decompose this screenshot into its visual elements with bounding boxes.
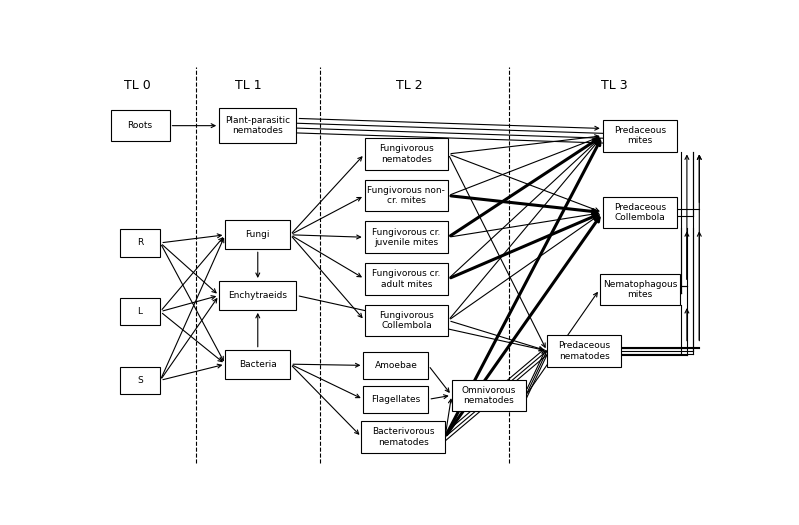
FancyBboxPatch shape — [120, 229, 161, 257]
FancyBboxPatch shape — [120, 366, 161, 394]
Text: TL 1: TL 1 — [235, 79, 262, 92]
Text: Fungivorous
nematodes: Fungivorous nematodes — [379, 144, 434, 164]
Text: Roots: Roots — [128, 121, 153, 130]
FancyBboxPatch shape — [599, 274, 680, 305]
FancyBboxPatch shape — [602, 120, 677, 152]
Text: Nematophagous
mites: Nematophagous mites — [602, 280, 677, 299]
FancyBboxPatch shape — [364, 138, 448, 170]
FancyBboxPatch shape — [602, 197, 677, 228]
Text: TL 3: TL 3 — [601, 79, 627, 92]
Text: Predaceous
Collembola: Predaceous Collembola — [614, 203, 666, 222]
FancyBboxPatch shape — [225, 220, 290, 249]
FancyBboxPatch shape — [219, 281, 296, 310]
FancyBboxPatch shape — [364, 263, 448, 295]
FancyBboxPatch shape — [364, 222, 448, 253]
FancyBboxPatch shape — [364, 180, 448, 212]
FancyBboxPatch shape — [219, 109, 296, 143]
Text: Amoebae: Amoebae — [375, 361, 417, 370]
Text: Enchytraeids: Enchytraeids — [229, 291, 288, 300]
Text: Predaceous
mites: Predaceous mites — [614, 126, 666, 145]
Text: Fungivorous
Collembola: Fungivorous Collembola — [379, 311, 434, 330]
Text: R: R — [137, 238, 143, 247]
Text: L: L — [137, 307, 143, 316]
Text: Omnivorous
nematodes: Omnivorous nematodes — [462, 385, 516, 405]
Text: Fungivorous non-
cr. mites: Fungivorous non- cr. mites — [368, 186, 445, 205]
FancyBboxPatch shape — [120, 298, 161, 326]
FancyBboxPatch shape — [225, 350, 290, 379]
FancyBboxPatch shape — [111, 110, 169, 141]
FancyBboxPatch shape — [547, 335, 622, 366]
Text: Predaceous
nematodes: Predaceous nematodes — [558, 341, 610, 361]
FancyBboxPatch shape — [451, 380, 526, 411]
Text: Fungivorous cr.
juvenile mites: Fungivorous cr. juvenile mites — [372, 227, 440, 247]
Text: Flagellates: Flagellates — [372, 395, 420, 404]
Text: Bacterivorous
nematodes: Bacterivorous nematodes — [372, 427, 435, 447]
Text: Bacteria: Bacteria — [239, 360, 276, 369]
Text: Plant-parasitic
nematodes: Plant-parasitic nematodes — [225, 116, 290, 135]
Text: TL 0: TL 0 — [124, 79, 150, 92]
FancyBboxPatch shape — [361, 421, 445, 453]
FancyBboxPatch shape — [364, 304, 448, 337]
Text: TL 2: TL 2 — [396, 79, 423, 92]
Text: S: S — [137, 376, 143, 385]
FancyBboxPatch shape — [364, 352, 428, 379]
FancyBboxPatch shape — [364, 385, 428, 413]
Text: Fungi: Fungi — [245, 230, 270, 239]
Text: Fungivorous cr.
adult mites: Fungivorous cr. adult mites — [372, 269, 440, 289]
